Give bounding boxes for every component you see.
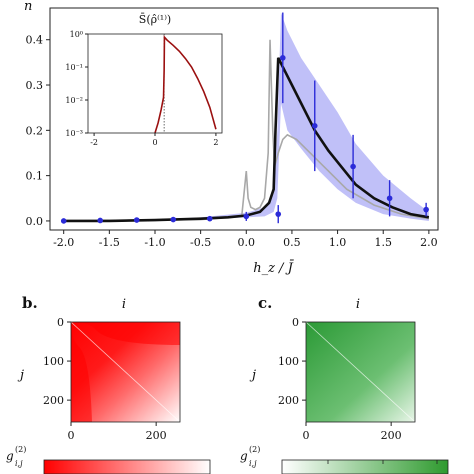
inset-entropy-line <box>154 35 217 134</box>
inset-y-tick-label: 10⁻³ <box>65 129 83 138</box>
panel-c: c. i j 0 200 0 100 200 g (2) i,j <box>240 294 449 474</box>
colorbar-b-label: g (2) i,j <box>6 445 26 468</box>
panel-c-label: c. <box>258 294 272 312</box>
svg-text:g: g <box>6 449 14 463</box>
x-ticks: -2.0 -1.5 -1.0 -0.5 0.0 0.5 1.0 1.5 2.0 <box>53 230 438 249</box>
series-gray-line <box>63 39 430 222</box>
data-point <box>206 215 213 222</box>
x-tick-label: -1.0 <box>144 236 165 249</box>
data-point <box>386 195 393 202</box>
data-point <box>423 206 429 213</box>
panel-c-title: i <box>356 297 360 312</box>
heatmap-b-band-left <box>71 322 92 422</box>
heatmap-x-tick-label: 0 <box>68 429 75 442</box>
heatmap-b-band-upper <box>71 322 180 345</box>
panel-b-label: b. <box>22 294 38 312</box>
inset-title: S̄(ρ̂⁽¹⁾) <box>139 13 171 26</box>
inset-x-tick-label: 0 <box>152 138 157 147</box>
data-point <box>97 217 104 224</box>
y-tick-label: 0.3 <box>26 79 44 92</box>
y-axis-label: n <box>24 0 32 14</box>
svg-text:(2): (2) <box>15 445 26 454</box>
data-point <box>350 163 356 170</box>
colorbar-c <box>281 459 449 474</box>
x-tick-label: -1.5 <box>99 236 120 249</box>
panel-b-title: i <box>122 297 126 312</box>
svg-text:i,j: i,j <box>15 459 23 468</box>
data-point <box>60 218 67 224</box>
heatmap-b-diagonal <box>70 321 181 423</box>
data-point <box>311 122 318 129</box>
heatmap-y-tick-label: 0 <box>292 316 299 329</box>
data-point <box>275 211 282 217</box>
x-tick-label: 1.0 <box>329 236 347 249</box>
x-tick-label: 2.0 <box>420 236 438 249</box>
x-axis-label: h_z / J̄ <box>253 260 295 276</box>
colorbar-b <box>43 459 211 474</box>
series-group <box>60 12 430 224</box>
main-plot-frame <box>49 7 439 231</box>
band-area <box>63 12 429 221</box>
heatmap-c-diagonal <box>305 321 416 423</box>
heatmap-y-tick-label: 100 <box>43 355 64 368</box>
heatmap-b-frame <box>70 321 181 423</box>
panel-c-ylabel: j <box>249 368 256 383</box>
data-point <box>133 217 140 223</box>
inset-y-tick-label: 10⁻² <box>65 96 83 105</box>
inset-background <box>88 34 222 133</box>
heatmap-c-frame <box>305 321 416 423</box>
inset-y-tick-label: 10⁰ <box>70 30 83 39</box>
series-black-line <box>63 57 430 223</box>
inset-x-tick-label: 2 <box>213 138 218 147</box>
y-tick-label: 0.4 <box>26 34 44 47</box>
x-tick-label: 1.5 <box>374 236 392 249</box>
panel-b: b. i j 0 200 0 100 200 g (2) i,j <box>6 294 211 474</box>
panel-b-ticks: 0 200 0 100 200 <box>43 316 167 442</box>
inset-ticks: -2 0 2 10⁰ 10⁻¹ 10⁻² 10⁻³ <box>65 30 218 147</box>
svg-text:(2): (2) <box>249 445 260 454</box>
y-tick-label: 0.2 <box>26 124 44 137</box>
panel-b-ylabel: j <box>17 368 24 383</box>
heatmap-y-tick-label: 0 <box>57 316 64 329</box>
main-plot: n -2.0 -1.5 -1.0 -0.5 0.0 0.5 1.0 1.5 2.0 0.0 0.1… <box>24 0 439 276</box>
heatmap-y-tick-label: 200 <box>278 394 299 407</box>
heatmap-y-tick-label: 200 <box>43 394 64 407</box>
inset-plot: S̄(ρ̂⁽¹⁾) -2 0 2 10⁰ 10⁻¹ 10⁻² 10⁻³ <box>65 13 223 147</box>
x-tick-label: -0.5 <box>190 236 211 249</box>
confidence-band <box>63 12 429 221</box>
y-tick-label: 0.1 <box>26 170 44 183</box>
data-point <box>170 216 177 223</box>
y-tick-label: 0.0 <box>26 215 44 228</box>
x-tick-label: -2.0 <box>53 236 74 249</box>
heatmap-x-tick-label: 0 <box>303 429 310 442</box>
svg-text:i,j: i,j <box>249 459 257 468</box>
inset-series-group <box>154 34 217 134</box>
colorbar-c-label: g (2) i,j <box>240 445 260 468</box>
y-ticks: 0.0 0.1 0.2 0.3 0.4 <box>26 34 50 228</box>
data-point <box>280 55 286 61</box>
inset-x-tick-label: -2 <box>90 138 98 147</box>
svg-text:g: g <box>240 449 248 463</box>
panel-c-ticks: 0 200 0 100 200 <box>278 316 402 442</box>
x-tick-label: 0.5 <box>283 236 301 249</box>
x-tick-label: 0.0 <box>238 236 256 249</box>
heatmap-x-tick-label: 200 <box>381 429 402 442</box>
data-point <box>243 213 250 220</box>
inset-y-tick-label: 10⁻¹ <box>65 63 83 72</box>
heatmap-x-tick-label: 200 <box>146 429 167 442</box>
heatmap-y-tick-label: 100 <box>278 355 299 368</box>
